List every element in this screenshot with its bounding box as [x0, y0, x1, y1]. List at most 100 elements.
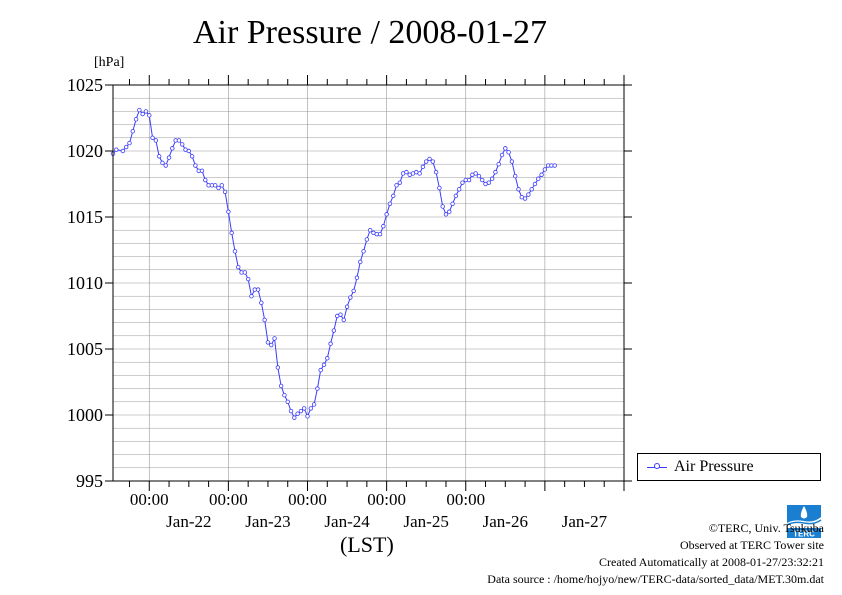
data-point [242, 270, 248, 275]
data-point [229, 230, 234, 236]
terc-logo: TERC [786, 505, 822, 539]
data-point [295, 411, 300, 416]
data-point [344, 304, 350, 309]
data-point [278, 383, 284, 389]
y-tick-label: 1015 [67, 207, 103, 227]
data-point [351, 288, 356, 294]
data-point [427, 156, 432, 162]
data-point [193, 163, 198, 168]
data-point [325, 356, 330, 361]
data-point [160, 160, 165, 166]
data-point [552, 163, 557, 168]
data-point [143, 109, 149, 114]
data-point [311, 402, 317, 407]
data-point [308, 406, 314, 411]
data-point [255, 287, 261, 292]
x-day-label: Jan-24 [324, 512, 370, 531]
data-point [153, 138, 159, 143]
data-point [430, 159, 435, 164]
data-point [381, 224, 386, 229]
data-point [147, 113, 152, 118]
data-point [338, 312, 343, 317]
data-point [232, 249, 238, 254]
x-day-label: Jan-22 [166, 512, 211, 531]
data-point [539, 172, 544, 177]
data-point [496, 161, 501, 167]
data-point [367, 227, 373, 233]
data-point [285, 399, 290, 404]
data-point [397, 180, 403, 185]
data-point [404, 169, 409, 175]
data-point [476, 173, 482, 179]
chart-grid [113, 84, 625, 482]
data-point [302, 406, 307, 411]
data-point [503, 146, 508, 151]
data-point [120, 148, 126, 154]
x-day-label: Jan-27 [562, 512, 608, 531]
data-point [166, 155, 172, 160]
data-point [460, 180, 465, 185]
x-time-label: 00:00 [367, 490, 406, 509]
data-point [265, 340, 271, 345]
data-point [150, 135, 155, 140]
data-point [423, 159, 429, 164]
legend: Air Pressure [637, 453, 821, 481]
data-point [123, 144, 129, 150]
y-tick-label: 1010 [67, 273, 103, 293]
data-point [189, 154, 195, 159]
data-point [226, 209, 231, 214]
data-point [361, 249, 366, 254]
data-point [506, 150, 511, 155]
data-point [437, 185, 442, 191]
data-point [489, 176, 495, 181]
data-point [516, 187, 521, 192]
data-point [114, 147, 119, 152]
data-point [466, 177, 472, 183]
svg-text:TERC: TERC [793, 530, 815, 539]
data-point [249, 294, 254, 299]
y-tick-label: 1025 [67, 75, 103, 95]
data-point [391, 193, 396, 199]
data-point [186, 148, 192, 154]
data-point [133, 117, 139, 122]
data-point [262, 317, 267, 323]
data-point [532, 181, 538, 187]
data-point [364, 237, 370, 242]
plot-frame [112, 84, 625, 482]
data-point [288, 408, 294, 414]
created-text: Created Automatically at 2008-01-27/23:3… [599, 555, 824, 569]
data-point [216, 185, 221, 191]
x-day-label: Jan-23 [245, 512, 290, 531]
data-point [443, 212, 449, 217]
data-point [176, 138, 182, 143]
data-point [222, 189, 228, 195]
legend-label: Air Pressure [674, 458, 754, 475]
source-text: Data source : /home/hojyo/new/TERC-data/… [487, 572, 824, 586]
data-point [480, 177, 485, 183]
data-point [163, 163, 168, 168]
data-point [331, 328, 337, 333]
x-axis: 00:00 00:00 00:00 00:00 00:00 Jan-22 Jan-23 Jan… [128, 75, 625, 531]
data-point [526, 192, 531, 197]
data-point [456, 187, 462, 192]
data-point [358, 259, 363, 265]
data-point [318, 367, 323, 373]
y-tick-label: 995 [76, 471, 103, 491]
data-point [522, 196, 528, 201]
copyright-text: ©TERC, Univ. Tsukuba [708, 521, 824, 535]
data-point [298, 408, 304, 414]
data-point [493, 169, 498, 175]
data-point [292, 415, 297, 420]
data-point [542, 167, 548, 172]
data-point [245, 276, 251, 282]
data-point [140, 111, 145, 117]
x-time-label: 00:00 [130, 490, 169, 509]
x-time-label: 00:00 [288, 490, 327, 509]
data-point [440, 204, 445, 209]
data-point [384, 212, 389, 217]
data-point [219, 183, 224, 188]
data-point [315, 386, 320, 391]
x-axis-title: (LST) [340, 532, 394, 557]
data-point [170, 146, 175, 151]
